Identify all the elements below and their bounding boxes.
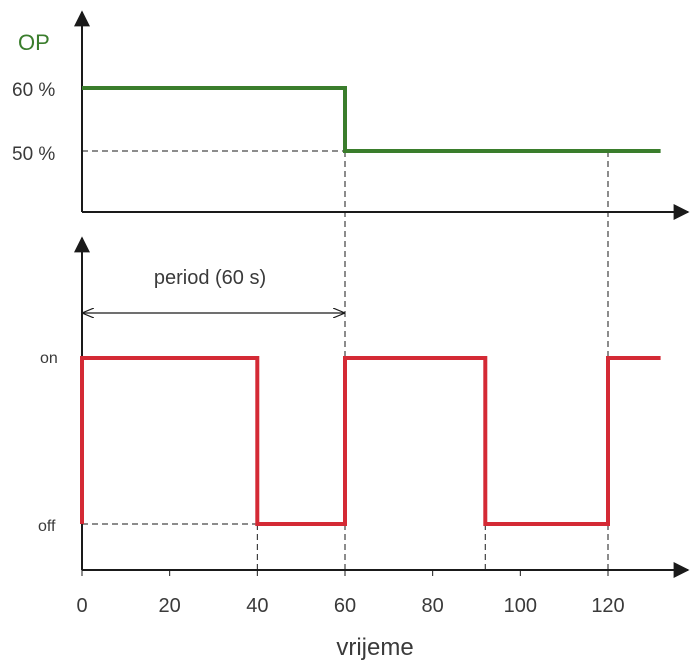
state-on-label: on <box>40 350 58 367</box>
state-off-label: off <box>38 518 56 535</box>
op-tick-50: 50 % <box>12 144 55 165</box>
op-axis-label: OP <box>18 30 50 55</box>
x-tick-label-0: 0 <box>76 595 87 617</box>
x-tick-label-100: 100 <box>504 595 537 617</box>
guide-lines <box>82 150 609 570</box>
x-tick-label-40: 40 <box>246 595 268 617</box>
op-series-line <box>82 86 661 153</box>
period-label: period (60 s) <box>154 267 266 289</box>
x-tick-label-20: 20 <box>159 595 181 617</box>
x-tick-label-60: 60 <box>334 595 356 617</box>
x-tick-label-120: 120 <box>591 595 624 617</box>
op-tick-60: 60 % <box>12 80 55 101</box>
x-tick-label-80: 80 <box>422 595 444 617</box>
series-lines <box>80 86 661 526</box>
x-ticks: 0 20 40 60 80 100 120 <box>76 570 625 617</box>
x-axis-label: vrijeme <box>336 634 413 661</box>
pwm-series-line <box>80 356 661 526</box>
